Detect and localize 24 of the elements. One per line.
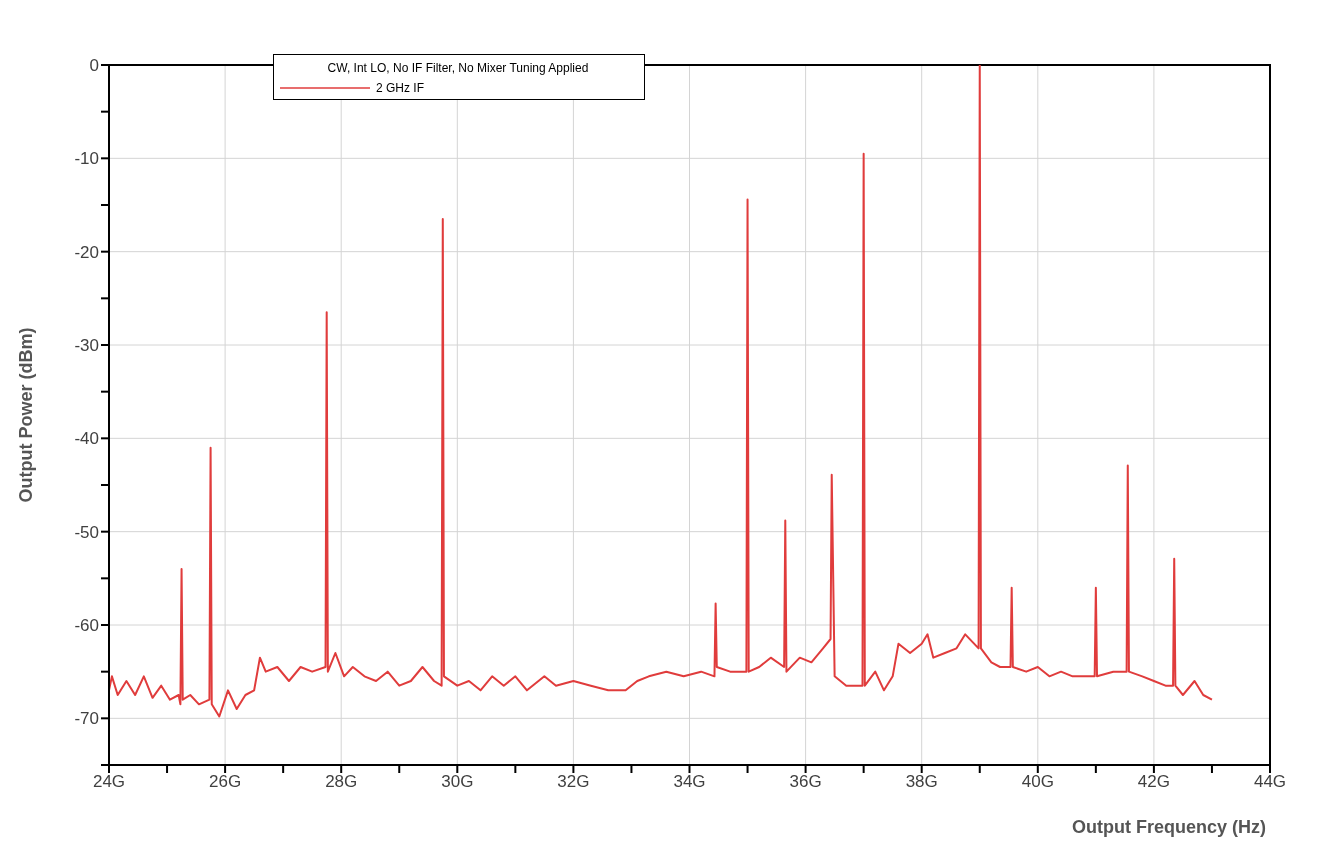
x-tick-label: 42G xyxy=(1137,772,1170,792)
x-tick-label: 28G xyxy=(325,772,358,792)
x-tick-label: 24G xyxy=(92,772,126,792)
x-tick-label: 44G xyxy=(1253,772,1287,792)
x-axis-title: Output Frequency (Hz) xyxy=(1072,817,1266,837)
y-tick-label: -70 xyxy=(74,709,99,729)
x-tick-label: 32G xyxy=(557,772,590,792)
y-tick-label: -50 xyxy=(74,522,99,542)
x-tick-label: 34G xyxy=(673,772,706,792)
x-tick-label: 26G xyxy=(209,772,242,792)
y-tick-label: 0 xyxy=(89,56,99,76)
y-tick-label: -40 xyxy=(74,429,99,449)
legend-title: CW, Int LO, No IF Filter, No Mixer Tuning Applied xyxy=(326,61,590,75)
y-tick-label: -30 xyxy=(74,336,99,356)
x-tick-label: 38G xyxy=(905,772,938,792)
y-tick-label: -10 xyxy=(74,149,99,169)
x-tick-label: 30G xyxy=(441,772,474,792)
y-tick-label: -60 xyxy=(74,616,99,636)
x-tick-label: 36G xyxy=(789,772,822,792)
y-tick-label: -20 xyxy=(74,242,99,262)
line-series xyxy=(109,65,1213,718)
x-tick-label: 40G xyxy=(1021,772,1054,792)
legend-box: CW, Int LO, No IF Filter, No Mixer Tuning Applied 2 GHz IF xyxy=(273,54,645,100)
y-axis-title: Output Power (dBm) xyxy=(16,327,37,503)
